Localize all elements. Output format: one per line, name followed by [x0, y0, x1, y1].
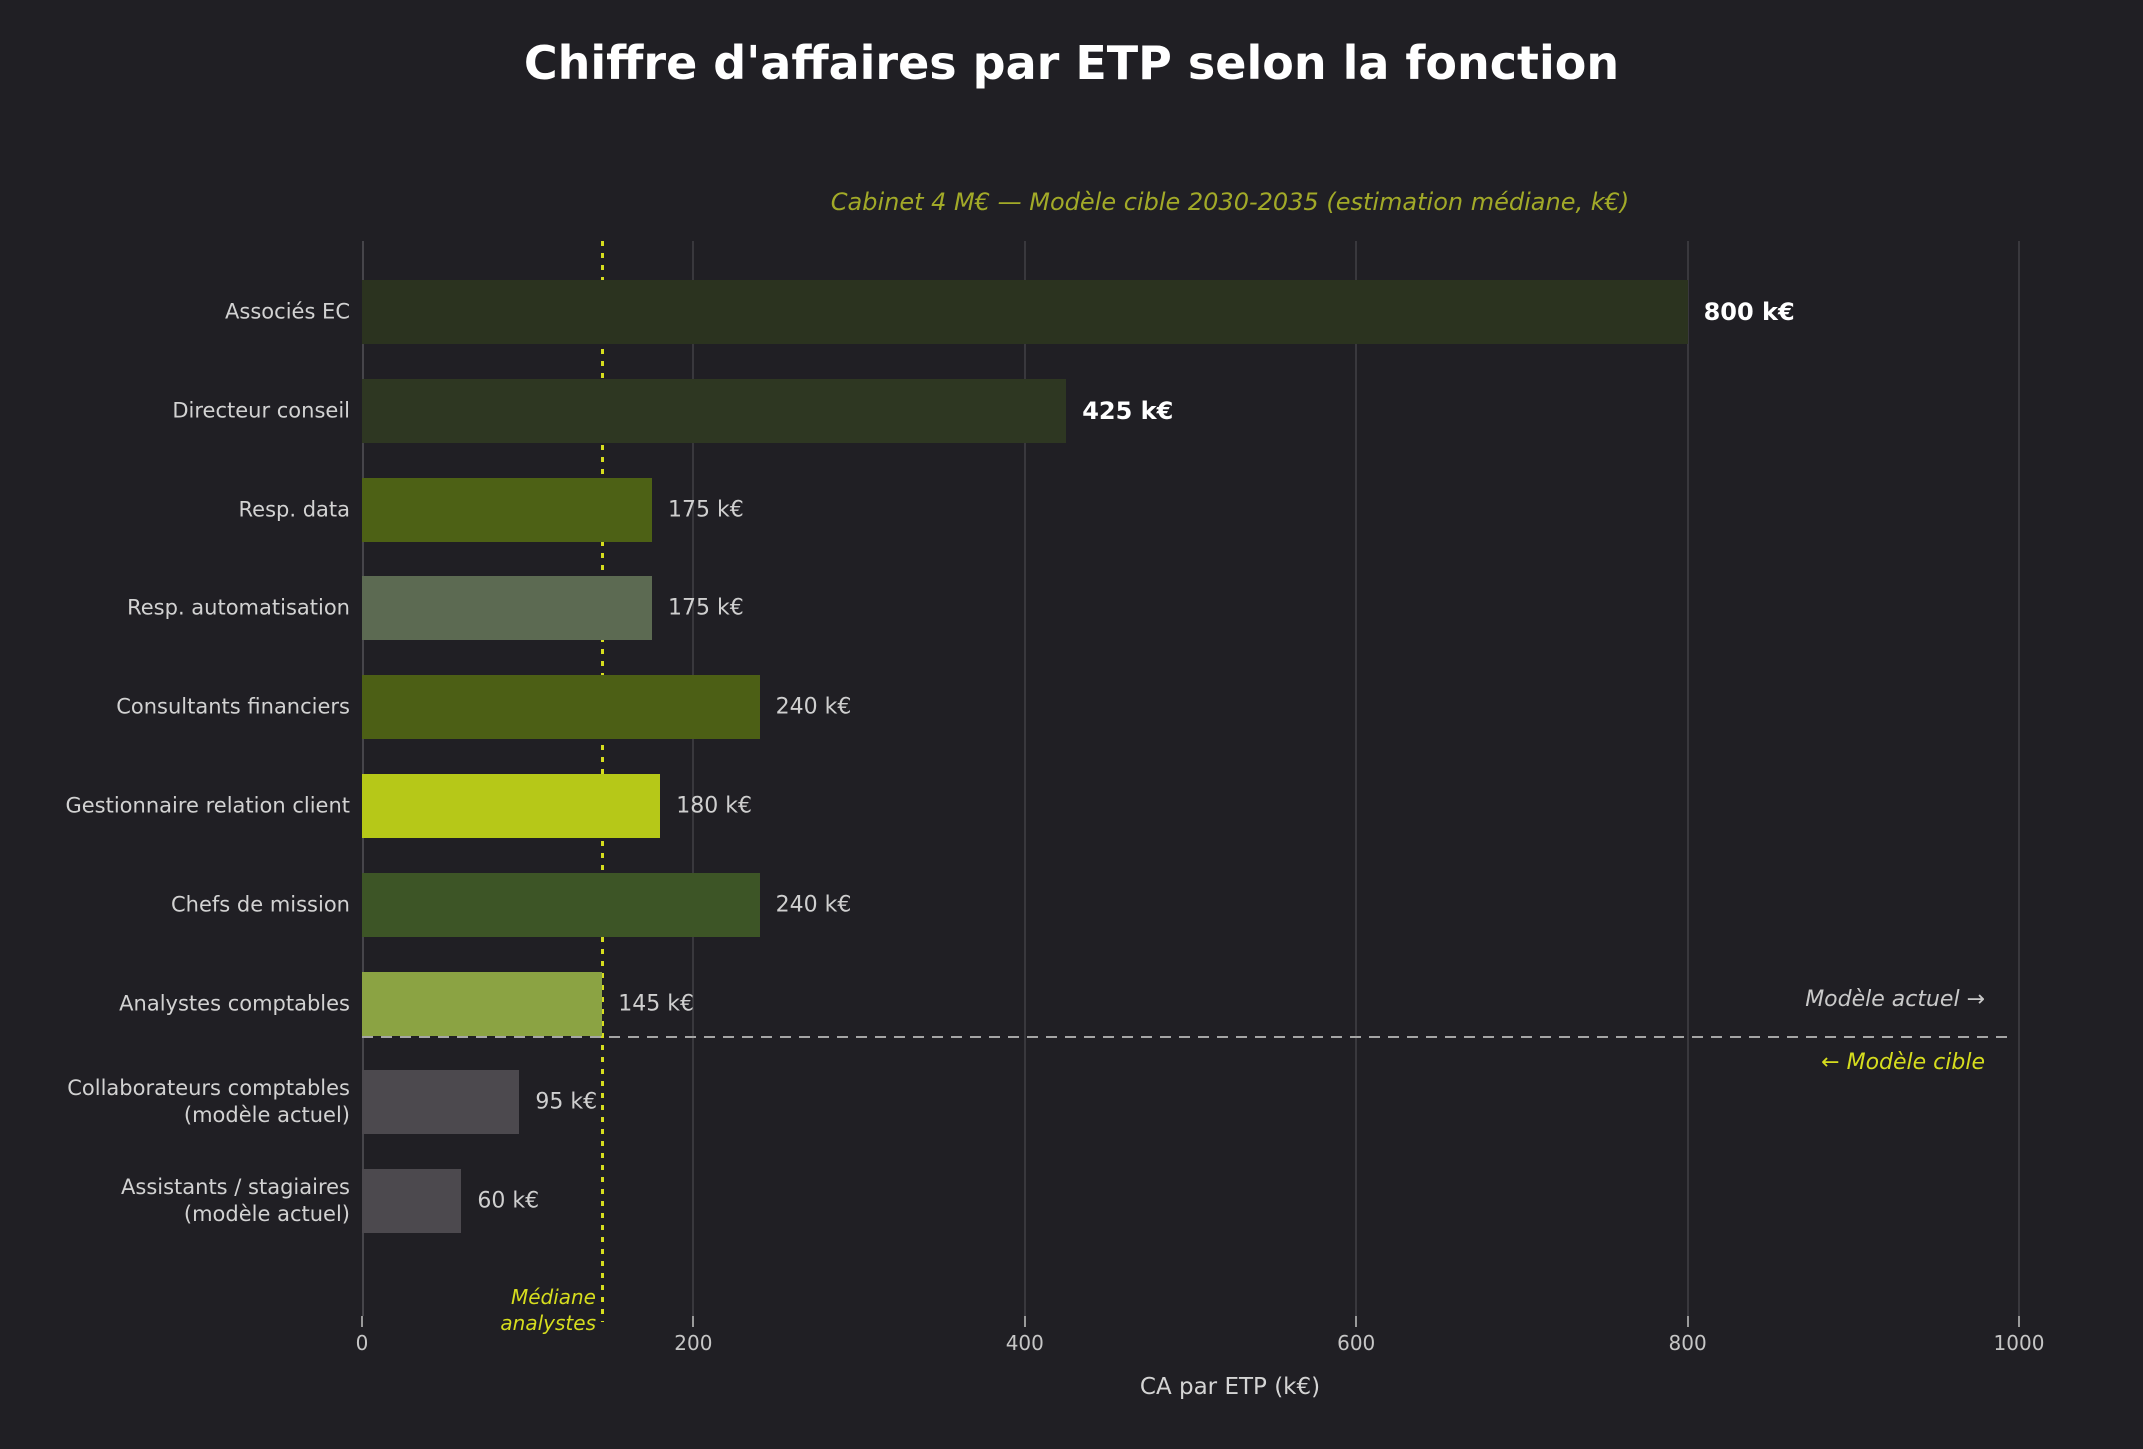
median-line-label: Médiane analystes	[500, 1285, 596, 1335]
chart-subtitle: Cabinet 4 M€ — Modèle cible 2030-2035 (e…	[830, 188, 1630, 216]
bar-value-label: 800 k€	[1703, 298, 1795, 326]
model-cible-label: ← Modèle cible	[1821, 1050, 1985, 1075]
bar	[362, 1169, 462, 1234]
x-tick	[1355, 1316, 1358, 1327]
x-tick	[692, 1316, 695, 1327]
x-tick-label: 600	[1337, 1331, 1376, 1355]
category-label: Resp. automatisation	[127, 595, 350, 620]
category-label: Assistants / stagiaires (modèle actuel)	[121, 1175, 350, 1227]
x-tick-label: 200	[674, 1331, 713, 1355]
bar	[362, 1070, 520, 1135]
bar	[362, 576, 652, 641]
bar-value-label: 240 k€	[775, 892, 852, 918]
bar	[362, 774, 661, 838]
bar	[362, 971, 603, 1036]
model-separator-line	[362, 1036, 2012, 1038]
model-actuel-label: Modèle actuel →	[1805, 987, 1985, 1012]
category-label: Analystes comptables	[119, 991, 350, 1016]
bar	[362, 280, 1688, 344]
x-tick-label: 0	[355, 1331, 369, 1355]
bar	[362, 675, 760, 740]
gridline	[1023, 241, 1026, 1316]
bar	[362, 378, 1067, 443]
gridline	[1355, 241, 1358, 1316]
category-label: Consultants financiers	[116, 694, 350, 719]
gridline	[692, 241, 695, 1316]
category-label: Resp. data	[238, 497, 351, 522]
gridline	[1686, 241, 1689, 1316]
x-tick	[1686, 1316, 1689, 1327]
bar-value-label: 240 k€	[775, 694, 852, 720]
bar-value-label: 180 k€	[676, 793, 752, 819]
category-label: Chefs de mission	[171, 892, 350, 917]
bar	[362, 477, 652, 542]
category-label: Collaborateurs comptables (modèle actuel…	[67, 1076, 350, 1128]
category-label: Associés EC	[225, 299, 350, 324]
category-label: Directeur conseil	[172, 398, 350, 423]
bar	[362, 872, 760, 937]
x-tick	[361, 1316, 363, 1327]
gridline	[2018, 241, 2020, 1316]
bar-value-label: 425 k€	[1082, 396, 1174, 425]
x-tick	[2018, 1316, 2020, 1327]
category-label: Gestionnaire relation client	[65, 793, 350, 818]
bar-value-label: 145 k€	[618, 991, 694, 1017]
x-tick	[1023, 1316, 1026, 1327]
bar-value-label: 175 k€	[667, 497, 744, 523]
bar-value-label: 175 k€	[667, 595, 744, 621]
x-tick-label: 1000	[1993, 1331, 2045, 1355]
chart-title: Chiffre d'affaires par ETP selon la fonc…	[523, 36, 1620, 90]
bar-value-label: 95 k€	[535, 1089, 598, 1115]
bar-value-label: 60 k€	[477, 1188, 540, 1214]
x-tick-label: 400	[1005, 1331, 1044, 1355]
x-tick-label: 800	[1668, 1331, 1707, 1355]
x-axis-label: CA par ETP (k€)	[1139, 1374, 1321, 1400]
